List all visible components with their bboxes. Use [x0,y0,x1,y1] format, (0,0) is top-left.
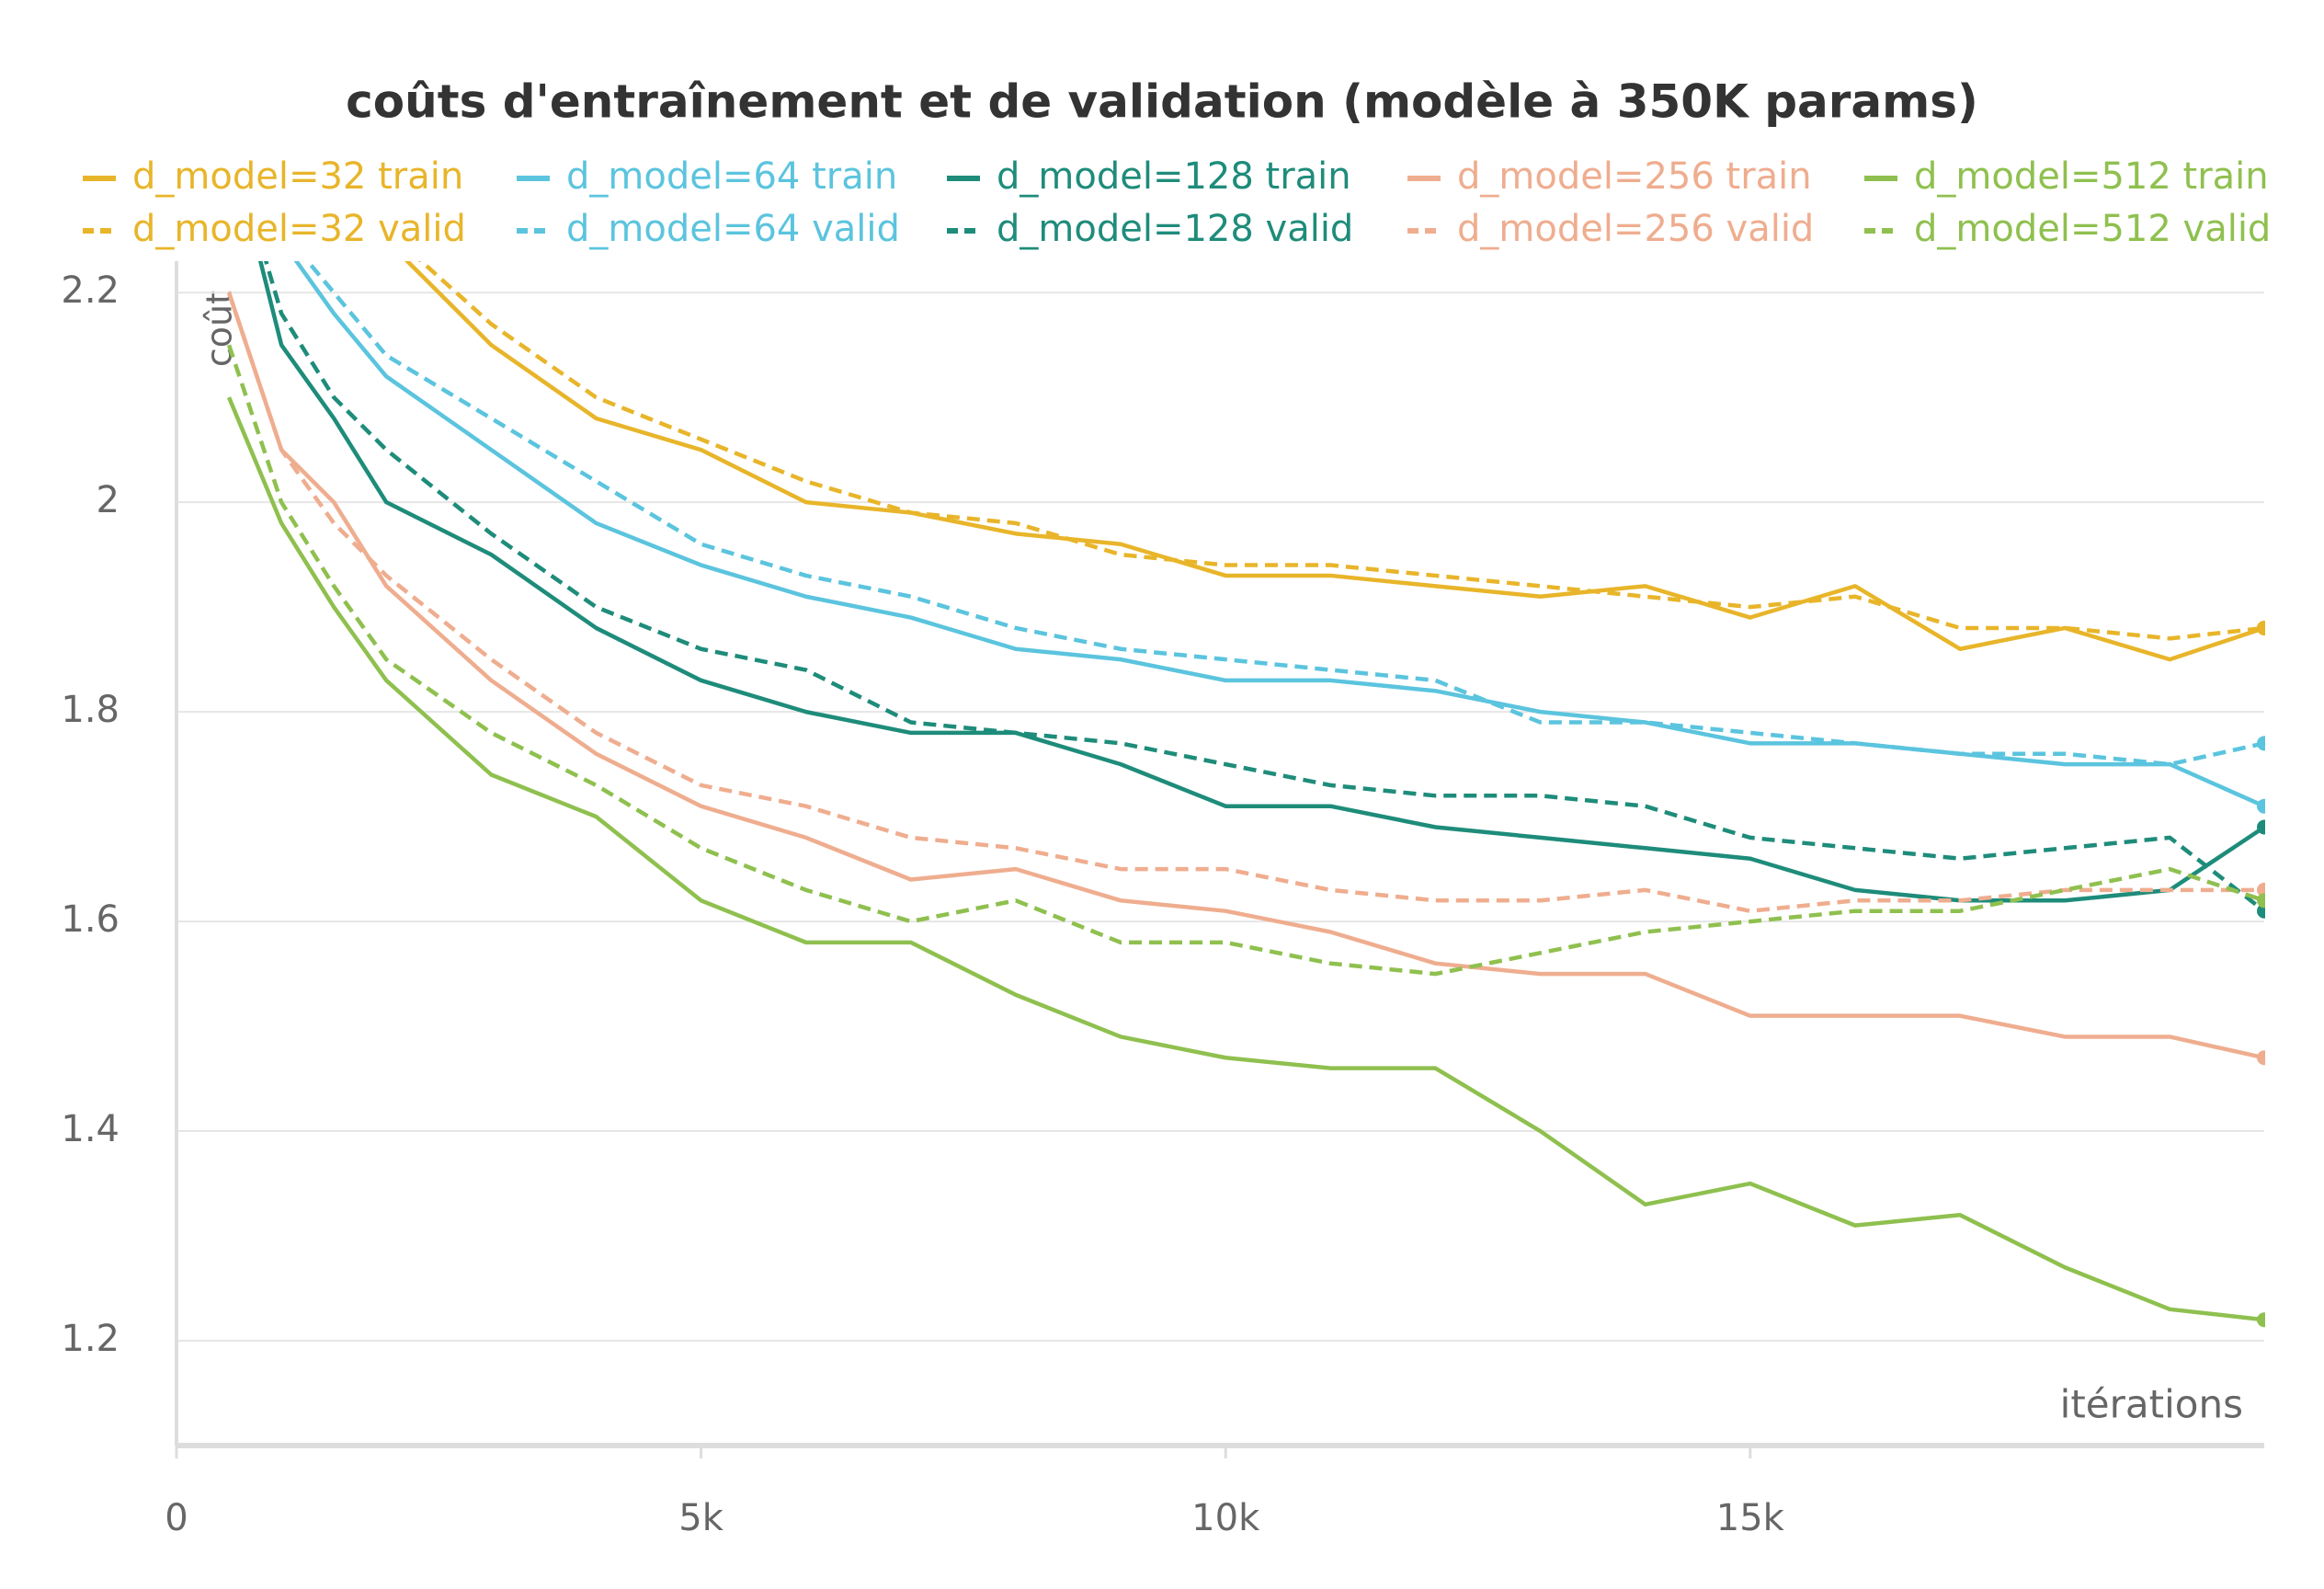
end-dot [2257,620,2265,635]
y-tick-label: 2 [97,479,120,521]
x-axis-label: itérations [2060,1382,2243,1427]
series-line [293,261,2265,808]
legend-label: d_model=128 train [997,155,1351,198]
series-line [263,261,2265,913]
legend-label: d_model=32 valid [132,208,466,250]
y-tick-label: 1.6 [61,898,120,941]
x-tick-label: 0 [165,1497,188,1539]
y-tick-label: 2.2 [61,269,120,312]
series-line [226,292,2265,1060]
legend-label: d_model=128 valid [997,208,1353,250]
series-line [226,344,2265,977]
legend-label: d_model=256 train [1457,155,1812,198]
y-tick-label: 1.8 [61,689,120,731]
legend-label: d_model=512 valid [1914,208,2271,250]
y-tick-label: 1.2 [61,1318,120,1360]
plot-area [226,261,2265,1328]
y-tick-label: 1.4 [61,1108,120,1150]
series-line [226,396,2265,1322]
end-dot [2257,798,2265,814]
legend-label: d_model=512 train [1914,155,2269,198]
end-dot [2257,819,2265,835]
end-dot [2257,736,2265,751]
legend-label: d_model=64 valid [566,208,900,250]
end-dot [2257,893,2265,909]
x-tick-label: 5k [678,1497,723,1539]
series-line [226,292,2264,913]
end-dot [2257,1312,2265,1328]
legend-label: d_model=32 train [132,155,463,198]
end-dot [2257,1050,2265,1066]
legend-label: d_model=64 train [566,155,897,198]
series-line [257,261,2265,903]
series-line [417,261,2265,641]
x-tick-label: 10k [1191,1497,1260,1539]
chart-title: coûts d'entraînement et de validation (m… [346,75,1978,129]
legend-label: d_model=256 valid [1457,208,1814,250]
x-tick-label: 15k [1716,1497,1785,1539]
